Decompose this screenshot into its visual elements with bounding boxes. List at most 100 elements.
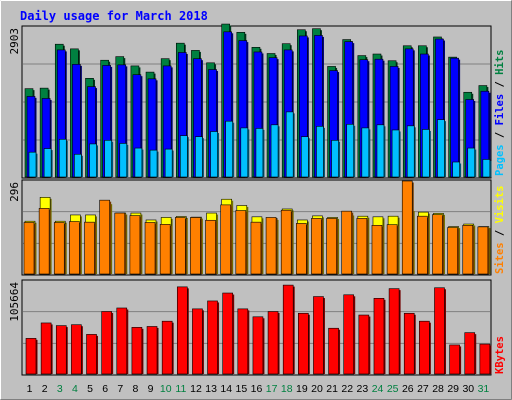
bar-kbytes-day-5: [86, 334, 97, 375]
bar-kbytes-day-2: [40, 322, 52, 375]
bar-pages-day-19: [301, 136, 309, 178]
bar-kbytes-day-14: [222, 292, 233, 375]
bar-sites-day-8: [129, 215, 141, 275]
x-tick-label: 30: [462, 383, 474, 395]
legend-entry: Visits: [494, 185, 506, 223]
bar-pages-day-4: [74, 153, 82, 178]
bar-sites-day-10: [159, 224, 171, 275]
kbytes-panel-ymax-label: 105664: [8, 282, 21, 322]
bar-kbytes-day-20: [313, 296, 324, 375]
bar-kbytes-day-3: [55, 325, 67, 375]
bar-pages-day-24: [376, 124, 385, 178]
bar-pages-day-3: [58, 138, 67, 178]
bar-sites-day-23: [356, 218, 368, 275]
bar-sites-day-4: [69, 221, 80, 275]
bar-pages-day-18: [285, 111, 294, 178]
x-tick-label: 21: [326, 383, 338, 395]
bar-pages-day-23: [361, 127, 370, 178]
bar-pages-day-10: [164, 148, 173, 178]
x-tick-label: 8: [133, 383, 139, 395]
bar-pages-day-13: [210, 131, 218, 178]
legend-text: Pages / Files / Hits: [494, 50, 506, 176]
bar-sites-day-21: [326, 218, 337, 275]
bar-sites-day-20: [311, 218, 322, 275]
bar-kbytes-day-18: [282, 284, 294, 375]
x-tick-label: 28: [432, 383, 444, 395]
x-tick-label: 29: [447, 383, 459, 395]
bar-sites-day-15: [235, 210, 247, 275]
legend-entry: Hits: [494, 50, 506, 75]
bar-sites-day-31: [477, 226, 489, 275]
x-tick-label: 13: [205, 383, 217, 395]
x-tick-label: 14: [220, 383, 232, 395]
bar-sites-day-29: [447, 227, 458, 275]
bar-pages-day-11: [179, 135, 188, 178]
bar-kbytes-day-15: [237, 308, 249, 375]
legend-text: KBytes: [494, 336, 506, 374]
bar-sites-day-17: [265, 217, 277, 275]
kbytes-panel-legend: KBytes: [494, 336, 506, 374]
chart-title: Daily usage for March 2018: [20, 9, 208, 23]
legend-entry: KBytes: [494, 336, 506, 374]
x-tick-label: 23: [357, 383, 369, 395]
bar-sites-day-25: [386, 224, 398, 275]
bar-sites-day-30: [462, 225, 474, 275]
bar-pages-day-8: [134, 147, 143, 178]
x-tick-label: 10: [160, 383, 172, 395]
bar-kbytes-day-11: [176, 286, 188, 375]
x-tick-label: 16: [251, 383, 263, 395]
legend-entry: /: [494, 223, 506, 242]
bar-kbytes-day-16: [252, 316, 264, 375]
x-tick-label: 31: [478, 383, 490, 395]
bar-pages-day-9: [149, 149, 158, 178]
x-tick-label: 4: [72, 383, 78, 395]
bar-sites-day-7: [114, 212, 126, 275]
bar-pages-day-2: [43, 148, 52, 178]
bar-kbytes-day-4: [71, 324, 82, 375]
bar-pages-day-1: [28, 151, 37, 178]
bar-kbytes-day-22: [343, 294, 355, 375]
bar-sites-day-9: [144, 222, 156, 275]
bar-sites-day-1: [23, 222, 35, 275]
bar-kbytes-day-1: [25, 338, 37, 375]
bar-pages-day-6: [104, 140, 112, 178]
bar-pages-day-14: [225, 120, 233, 178]
bar-sites-day-2: [38, 208, 50, 275]
bar-sites-day-14: [220, 204, 231, 275]
x-tick-label: 3: [57, 383, 63, 395]
bar-kbytes-day-29: [449, 344, 460, 375]
bar-sites-day-18: [280, 209, 292, 275]
bar-sites-day-28: [432, 214, 443, 275]
x-axis-day-labels: 1 2 3 4 5 6 7 8 9 10 11 12 13 14 15 16 17 18 19 20 21 22 23 24 2…: [27, 383, 490, 395]
bar-pages-day-31: [482, 159, 491, 178]
bar-pages-day-27: [422, 129, 430, 178]
x-tick-label: 17: [266, 383, 278, 395]
bar-pages-day-26: [406, 125, 415, 178]
bar-files-day-29: [450, 57, 459, 178]
bar-kbytes-day-21: [328, 327, 339, 375]
bar-sites-day-27: [417, 215, 428, 275]
bar-kbytes-day-8: [131, 327, 143, 375]
bar-kbytes-day-30: [464, 332, 476, 375]
legend-entry: /: [494, 75, 506, 94]
x-tick-label: 11: [175, 383, 186, 395]
bar-pages-day-5: [89, 143, 97, 178]
bar-kbytes-day-6: [101, 311, 112, 375]
bar-sites-day-13: [205, 219, 216, 275]
x-tick-label: 26: [402, 383, 414, 395]
bar-sites-day-26: [401, 180, 413, 275]
hits-panel-ymax-label: 2903: [8, 28, 21, 55]
visits-panel-ymax-label: 296: [8, 182, 21, 202]
bar-kbytes-day-19: [298, 312, 309, 375]
bar-sites-day-19: [296, 223, 307, 275]
x-tick-label: 15: [236, 383, 248, 395]
bar-sites-day-22: [341, 210, 353, 275]
bar-kbytes-day-26: [403, 312, 415, 375]
bar-pages-day-25: [391, 129, 400, 178]
x-tick-label: 20: [311, 383, 323, 395]
bar-pages-day-21: [331, 140, 339, 178]
bar-kbytes-day-17: [267, 311, 279, 375]
x-tick-label: 27: [417, 383, 429, 395]
bar-kbytes-day-25: [388, 288, 400, 375]
bar-pages-day-16: [255, 128, 264, 178]
